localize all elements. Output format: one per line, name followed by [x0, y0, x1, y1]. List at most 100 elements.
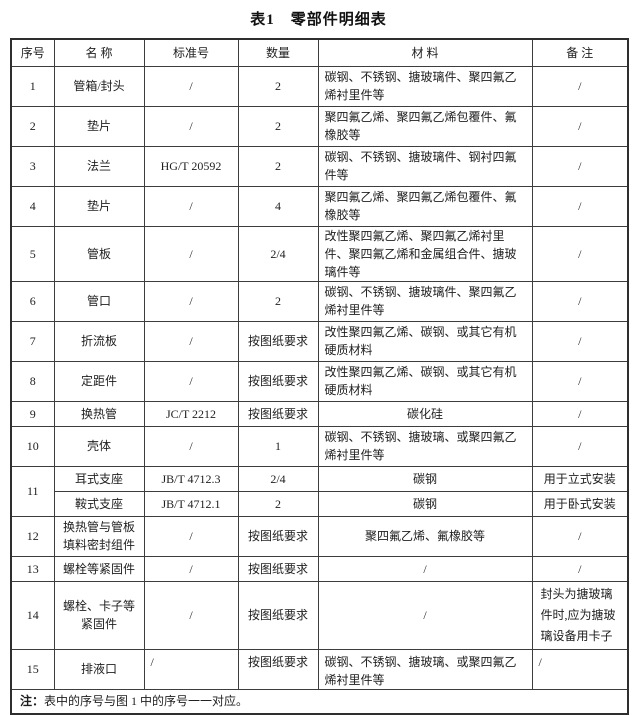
table-row: 5 管板 / 2/4 改性聚四氟乙烯、聚四氟乙烯衬里件、聚四氟乙烯和金属组合件、… — [10, 225, 629, 282]
cell-material: 碳钢、不锈钢、搪玻璃件、聚四氟乙烯衬里件等 — [317, 65, 533, 107]
cell-std: / — [143, 65, 239, 107]
table-row: 12 换热管与管板填料密封组件 / 按图纸要求 聚四氟乙烯、氟橡胶等 / — [10, 515, 629, 557]
table-row: 7 折流板 / 按图纸要求 改性聚四氟乙烯、碳钢、或其它有机硬质材料 / — [10, 320, 629, 362]
cell-remark: / — [531, 65, 629, 107]
cell-no: 6 — [10, 280, 55, 322]
cell-name: 螺栓、卡子等紧固件 — [53, 580, 145, 650]
cell-qty: 按图纸要求 — [237, 360, 319, 402]
cell-no: 9 — [10, 400, 55, 427]
parts-table: 序号 名 称 标准号 数量 材 料 备 注 1 管箱/封头 / 2 碳钢、不锈钢… — [10, 38, 629, 715]
cell-name: 管口 — [53, 280, 145, 322]
cell-material: 改性聚四氟乙烯、碳钢、或其它有机硬质材料 — [317, 320, 533, 362]
cell-remark: / — [531, 555, 629, 582]
cell-remark: / — [531, 360, 629, 402]
cell-std: / — [143, 280, 239, 322]
cell-no: 8 — [10, 360, 55, 402]
table-row: 2 垫片 / 2 聚四氟乙烯、聚四氟乙烯包覆件、氟橡胶等 / — [10, 105, 629, 147]
cell-material: 聚四氟乙烯、聚四氟乙烯包覆件、氟橡胶等 — [317, 185, 533, 227]
table-row: 8 定距件 / 按图纸要求 改性聚四氟乙烯、碳钢、或其它有机硬质材料 / — [10, 360, 629, 402]
cell-qty: 按图纸要求 — [237, 515, 319, 557]
cell-std: / — [143, 360, 239, 402]
cell-remark: / — [531, 648, 629, 690]
column-header-name: 名 称 — [53, 38, 145, 67]
cell-std: / — [143, 105, 239, 147]
cell-name: 排液口 — [53, 648, 145, 690]
cell-name: 垫片 — [53, 105, 145, 147]
cell-name: 定距件 — [53, 360, 145, 402]
cell-remark: / — [531, 320, 629, 362]
table-row: 11 耳式支座 JB/T 4712.3 2/4 碳钢 用于立式安装 — [10, 465, 629, 517]
cell-remark: / — [531, 185, 629, 227]
cell-qty: 2 — [237, 105, 319, 147]
table-row: 6 管口 / 2 碳钢、不锈钢、搪玻璃件、聚四氟乙烯衬里件等 / — [10, 280, 629, 322]
cell-std: / — [143, 648, 239, 690]
cell-qty: 1 — [237, 425, 319, 467]
cell-remark: / — [531, 145, 629, 187]
cell-material: / — [317, 555, 533, 582]
cell-material: 碳钢、不锈钢、搪玻璃、或聚四氟乙烯衬里件等 — [317, 648, 533, 690]
cell-material: 碳化硅 — [317, 400, 533, 427]
cell-no: 7 — [10, 320, 55, 362]
cell-name: 换热管 — [53, 400, 145, 427]
table-row: 13 螺栓等紧固件 / 按图纸要求 / / — [10, 555, 629, 582]
cell-qty: 按图纸要求 — [237, 580, 319, 650]
cell-name: 换热管与管板填料密封组件 — [53, 515, 145, 557]
header-row: 序号 名 称 标准号 数量 材 料 备 注 — [10, 38, 629, 67]
column-header-qty: 数量 — [237, 38, 319, 67]
column-header-remark: 备 注 — [531, 38, 629, 67]
cell-no: 10 — [10, 425, 55, 467]
cell-name: 法兰 — [53, 145, 145, 187]
cell-std: / — [143, 185, 239, 227]
cell-name: 垫片 — [53, 185, 145, 227]
cell-qty: 2 — [237, 65, 319, 107]
cell-material: 碳钢、不锈钢、搪玻璃件、钢衬四氟件等 — [317, 145, 533, 187]
cell-qty: 4 — [237, 185, 319, 227]
cell-no: 3 — [10, 145, 55, 187]
table-row: 9 换热管 JC/T 2212 按图纸要求 碳化硅 / — [10, 400, 629, 427]
cell-no: 13 — [10, 555, 55, 582]
cell-std: / — [143, 555, 239, 582]
cell-no: 5 — [10, 225, 55, 282]
table-row: 鞍式支座 JB/T 4712.1 2 碳钢 用于卧式安装 — [11, 490, 629, 517]
cell-remark: / — [531, 400, 629, 427]
cell-qty: 2 — [237, 490, 319, 517]
cell-remark: / — [531, 280, 629, 322]
cell-qty: 2/4 — [237, 465, 319, 492]
cell-remark: / — [531, 515, 629, 557]
cell-remark: / — [531, 105, 629, 147]
cell-qty: 按图纸要求 — [237, 320, 319, 362]
column-header-material: 材 料 — [317, 38, 533, 67]
note-row: 注：表中的序号与图 1 中的序号一一对应。 — [10, 688, 629, 715]
table-row: 4 垫片 / 4 聚四氟乙烯、聚四氟乙烯包覆件、氟橡胶等 / — [10, 185, 629, 227]
cell-material: 碳钢 — [317, 490, 533, 517]
cell-qty: 2 — [237, 280, 319, 322]
note-text: 表中的序号与图 1 中的序号一一对应。 — [44, 694, 249, 709]
cell-qty: 2 — [237, 145, 319, 187]
column-header-no: 序号 — [10, 38, 55, 67]
cell-std: HG/T 20592 — [143, 145, 239, 187]
cell-no: 11 — [10, 465, 55, 517]
cell-name: 管箱/封头 — [53, 65, 145, 107]
cell-std: JC/T 2212 — [143, 400, 239, 427]
cell-no: 15 — [10, 648, 55, 690]
cell-material: 聚四氟乙烯、氟橡胶等 — [317, 515, 533, 557]
table-note: 注：表中的序号与图 1 中的序号一一对应。 — [10, 688, 629, 715]
cell-remark: / — [531, 225, 629, 282]
cell-remark: 封头为搪玻璃件时,应为搪玻璃设备用卡子 — [531, 580, 629, 650]
table-title: 表1 零部件明细表 — [250, 12, 387, 28]
cell-std: / — [143, 515, 239, 557]
cell-std: / — [143, 320, 239, 362]
cell-no: 2 — [10, 105, 55, 147]
cell-name: 耳式支座 — [53, 465, 145, 492]
table-row: 14 螺栓、卡子等紧固件 / 按图纸要求 / 封头为搪玻璃件时,应为搪玻璃设备用… — [10, 580, 629, 650]
cell-name: 壳体 — [53, 425, 145, 467]
table-row: 15 排液口 / 按图纸要求 碳钢、不锈钢、搪玻璃、或聚四氟乙烯衬里件等 / — [10, 648, 629, 690]
column-header-std: 标准号 — [143, 38, 239, 67]
cell-std: / — [143, 580, 239, 650]
cell-remark: 用于立式安装 — [531, 465, 629, 492]
cell-qty: 2/4 — [237, 225, 319, 282]
cell-no: 4 — [10, 185, 55, 227]
cell-std: / — [143, 425, 239, 467]
cell-material: 改性聚四氟乙烯、碳钢、或其它有机硬质材料 — [317, 360, 533, 402]
